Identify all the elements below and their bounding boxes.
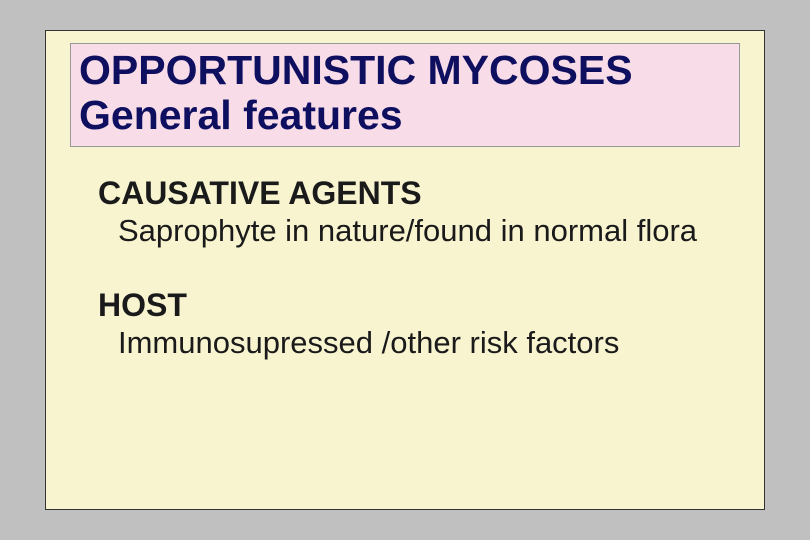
content-area: CAUSATIVE AGENTS Saprophyte in nature/fo…	[70, 175, 740, 360]
section-heading-2: HOST	[98, 287, 740, 324]
title-box: OPPORTUNISTIC MYCOSES General features	[70, 43, 740, 147]
section-body-2: Immunosupressed /other risk factors	[98, 326, 740, 361]
section-heading-1: CAUSATIVE AGENTS	[98, 175, 740, 212]
slide-container: OPPORTUNISTIC MYCOSES General features C…	[45, 30, 765, 510]
section-body-1: Saprophyte in nature/found in normal flo…	[98, 214, 740, 249]
title-line-2: General features	[79, 93, 731, 138]
title-line-1: OPPORTUNISTIC MYCOSES	[79, 48, 731, 93]
